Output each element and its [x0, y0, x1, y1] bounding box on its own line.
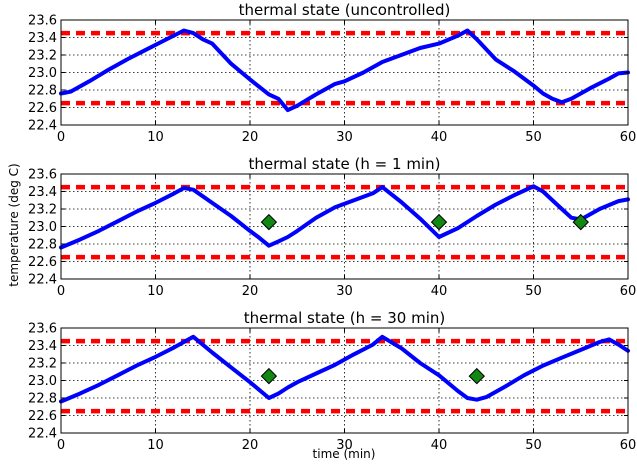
x-tick-label: 0	[57, 284, 65, 299]
x-tick-label: 40	[431, 130, 448, 145]
x-tick-label: 50	[525, 130, 542, 145]
x-tick-label: 0	[57, 438, 65, 453]
x-tick-label: 60	[620, 130, 637, 145]
temperature-line	[59, 28, 630, 113]
x-tick-label: 40	[431, 284, 448, 299]
x-tick-label: 50	[525, 284, 542, 299]
x-tick-label: 40	[431, 438, 448, 453]
y-tick-label: 22.4	[28, 427, 57, 442]
y-tick-label: 23.6	[28, 14, 57, 29]
event-marker	[430, 213, 448, 231]
panel-2: 0 10 20 30 40 50 60 22.4 22.6 22.8 23.0 23.2 23.4 23.…	[28, 155, 636, 299]
x-tick-label: 10	[147, 284, 164, 299]
y-tick-label: 22.8	[28, 238, 57, 253]
x-tick-label: 60	[620, 438, 637, 453]
event-marker	[260, 367, 278, 385]
temperature-line	[59, 184, 630, 250]
x-tick-label: 60	[620, 284, 637, 299]
y-tick-label: 22.4	[28, 119, 57, 134]
panel-3: 0 10 20 30 40 50 60 22.4 22.6 22.8 23.0 23.2 23.4 23.…	[28, 309, 636, 453]
x-tick-label: 0	[57, 130, 65, 145]
event-marker	[468, 367, 486, 385]
x-tick-label: 30	[336, 130, 353, 145]
y-tick-label: 23.0	[28, 374, 57, 389]
y-tick-label: 23.4	[28, 31, 57, 46]
panel-title: thermal state (uncontrolled)	[239, 1, 451, 19]
event-marker	[572, 213, 589, 231]
x-tick-label: 20	[242, 130, 259, 145]
x-tick-label: 50	[525, 438, 542, 453]
temperature-line	[59, 334, 630, 404]
y-tick-label: 23.2	[28, 49, 57, 64]
x-tick-label: 20	[242, 438, 259, 453]
y-tick-label: 22.6	[28, 255, 57, 270]
y-tick-label: 23.4	[28, 185, 57, 200]
panel-1: 0 10 20 30 40 50 60 22.4 22.6 22.8 23.0 23.2 23.4 23.…	[28, 1, 636, 145]
panel-title: thermal state (h = 1 min)	[249, 155, 441, 173]
y-tick-label: 22.6	[28, 101, 57, 116]
y-tick-label: 23.0	[28, 220, 57, 235]
y-tick-label: 23.2	[28, 203, 57, 218]
y-tick-label: 23.6	[28, 322, 57, 337]
y-tick-label: 22.4	[28, 273, 57, 288]
x-tick-label: 10	[147, 438, 164, 453]
y-tick-label: 23.2	[28, 357, 57, 372]
y-tick-label: 22.8	[28, 84, 57, 99]
event-marker	[260, 213, 278, 231]
y-tick-label: 23.4	[28, 339, 57, 354]
x-tick-label: 20	[242, 284, 259, 299]
x-tick-label: 30	[336, 284, 353, 299]
x-tick-label: 30	[336, 438, 353, 453]
y-tick-label: 22.8	[28, 392, 57, 407]
panel-title: thermal state (h = 30 min)	[244, 309, 445, 327]
y-axis-label: temperature (deg C)	[7, 163, 21, 286]
x-tick-label: 10	[147, 130, 164, 145]
y-tick-label: 22.6	[28, 409, 57, 424]
x-axis-label: time (min)	[313, 447, 376, 461]
y-tick-label: 23.0	[28, 66, 57, 81]
y-tick-label: 23.6	[28, 168, 57, 183]
